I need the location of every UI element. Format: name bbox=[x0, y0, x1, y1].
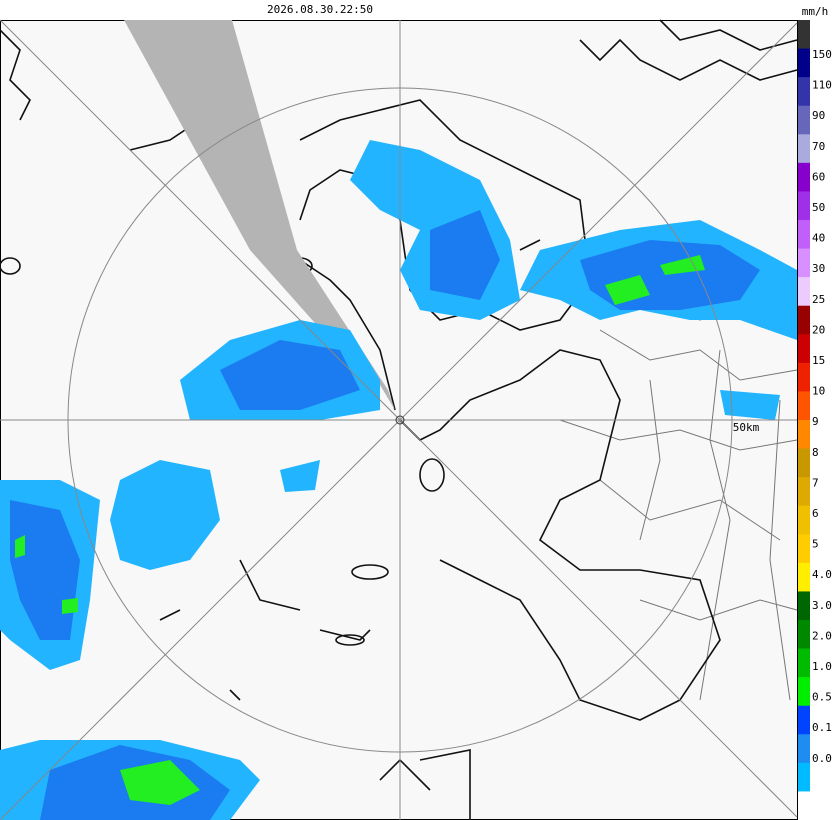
legend-swatch bbox=[798, 391, 810, 421]
legend-swatch bbox=[798, 734, 810, 764]
beam-shadow bbox=[124, 20, 395, 410]
legend-swatch bbox=[798, 220, 810, 250]
legend-label: 15 bbox=[812, 354, 825, 367]
legend-swatch bbox=[798, 191, 810, 221]
legend-swatch bbox=[798, 248, 810, 278]
legend-label: 10 bbox=[812, 385, 825, 398]
legend-swatch bbox=[798, 705, 810, 735]
legend-swatch bbox=[798, 277, 810, 307]
legend-swatch bbox=[798, 648, 810, 678]
range-label: 50km bbox=[733, 421, 760, 434]
legend-swatch bbox=[798, 791, 810, 820]
radar-echoes bbox=[0, 140, 797, 820]
legend-label: 8 bbox=[812, 446, 819, 459]
legend-swatch bbox=[798, 620, 810, 650]
legend-swatch bbox=[798, 505, 810, 535]
legend-swatch bbox=[798, 362, 810, 392]
legend-label: 9 bbox=[812, 415, 819, 428]
legend-swatch bbox=[798, 477, 810, 507]
legend-swatch bbox=[798, 448, 810, 478]
timestamp: 2026.08.30.22:50 bbox=[267, 3, 373, 16]
unit-label: mm/h bbox=[802, 5, 829, 18]
legend-label: 70 bbox=[812, 140, 825, 153]
legend-label: 30 bbox=[812, 262, 825, 275]
legend-label: 3.0 bbox=[812, 599, 832, 612]
legend-swatch bbox=[798, 48, 810, 78]
color-legend: 150 110 90 70 60 50 40 30 25 20 15 10 9 8 7 6 5 4.0 3.0 2.0… bbox=[798, 20, 832, 820]
legend-label: 0.1 bbox=[812, 721, 832, 734]
legend-label: 0.5 bbox=[812, 691, 832, 704]
legend-label: 4.0 bbox=[812, 568, 832, 581]
legend-label: 110 bbox=[812, 79, 832, 92]
legend-swatch bbox=[798, 334, 810, 364]
legend-label: 20 bbox=[812, 323, 825, 336]
legend-swatch bbox=[798, 677, 810, 707]
legend-swatch bbox=[798, 77, 810, 107]
legend-label: 0.0 bbox=[812, 752, 832, 765]
legend-swatch bbox=[798, 20, 810, 50]
map: 50km bbox=[0, 19, 798, 820]
legend-swatch bbox=[798, 105, 810, 135]
legend-label: 25 bbox=[812, 293, 825, 306]
legend-swatch bbox=[798, 162, 810, 192]
legend-swatch bbox=[798, 562, 810, 592]
legend-label: 7 bbox=[812, 476, 819, 489]
legend-label: 50 bbox=[812, 201, 825, 214]
legend-label: 150 bbox=[812, 48, 832, 61]
legend-label: 60 bbox=[812, 170, 825, 183]
legend-label: 1.0 bbox=[812, 660, 832, 673]
legend-label: 90 bbox=[812, 109, 825, 122]
legend-swatch bbox=[798, 420, 810, 450]
legend-label: 6 bbox=[812, 507, 819, 520]
legend-swatch bbox=[798, 305, 810, 335]
legend-label: 40 bbox=[812, 232, 825, 245]
legend-swatch bbox=[798, 762, 810, 792]
legend-label: 5 bbox=[812, 538, 819, 551]
legend-label: 2.0 bbox=[812, 629, 832, 642]
legend-swatch bbox=[798, 134, 810, 164]
legend-swatch bbox=[798, 534, 810, 564]
legend-swatch bbox=[798, 591, 810, 621]
range-rings bbox=[0, 19, 798, 820]
